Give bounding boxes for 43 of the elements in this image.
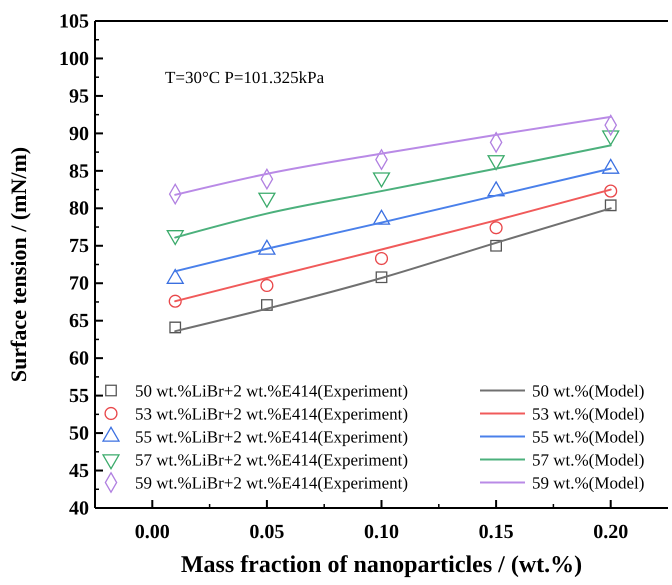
x-tick-label: 0.20 — [593, 521, 628, 544]
line-series — [174, 188, 612, 302]
point — [490, 240, 502, 252]
legend-label: 53 wt.%(Model) — [532, 404, 644, 424]
y-tick-label: 100 — [59, 48, 89, 70]
y-tick-label: 75 — [69, 235, 89, 258]
point — [490, 221, 503, 234]
x-axis-title: Mass fraction of nanoparticles / (wt.%) — [180, 552, 582, 578]
y-tick-label: 80 — [69, 198, 89, 220]
legend-label: 59 wt.%LiBr+2 wt.%E414(Experiment) — [135, 474, 408, 492]
x-tick-label: 0.15 — [478, 521, 514, 544]
y-tick-label: 65 — [69, 310, 89, 332]
y-tick-label: 50 — [69, 422, 89, 444]
y-tick-label: 45 — [69, 460, 89, 482]
y-tick-label: 70 — [69, 272, 89, 295]
y-tick-label: 40 — [69, 497, 89, 520]
point — [168, 294, 182, 308]
y-tick-label: 95 — [69, 85, 89, 108]
point — [260, 278, 274, 292]
point — [261, 299, 273, 311]
point — [374, 252, 388, 266]
y-tick-label: 105 — [59, 10, 89, 32]
legend-label: 50 wt.%(Model) — [532, 382, 644, 400]
legend-label: 50 wt.%LiBr+2 wt.%E414(Experiment) — [135, 382, 408, 400]
point — [604, 184, 618, 198]
legend-label: 57 wt.%LiBr+2 wt.%E414(Experiment) — [135, 450, 408, 470]
legend-label: 55 wt.%LiBr+2 wt.%E414(Experiment) — [135, 428, 408, 446]
x-tick-label: 0.10 — [364, 521, 399, 544]
point — [604, 199, 617, 212]
legend-label: 59 wt.%(Model) — [532, 474, 644, 492]
point — [376, 271, 388, 284]
point — [169, 322, 182, 334]
y-tick-label: 60 — [69, 348, 89, 370]
y-tick-label: 85 — [69, 160, 89, 182]
annotation: T=30°C P=101.325kPa — [165, 68, 325, 87]
legend-label: 53 wt.%LiBr+2 wt.%E414(Experiment) — [135, 404, 408, 424]
legend-label: 55 wt.%(Model) — [532, 428, 644, 446]
y-tick-label: 90 — [69, 122, 89, 145]
y-axis-title: Surface tension / (mN/m) — [6, 146, 31, 382]
x-tick-label: 0.05 — [249, 521, 284, 544]
y-tick-label: 55 — [69, 385, 89, 408]
x-tick-label: 0.00 — [134, 521, 170, 544]
legend-label: 57 wt.%(Model) — [532, 450, 644, 470]
